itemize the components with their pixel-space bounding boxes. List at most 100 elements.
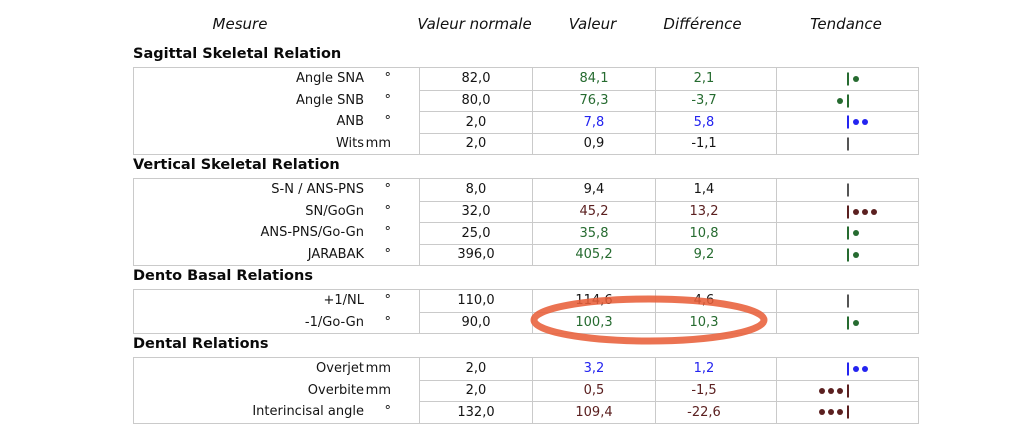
column-header-normal-value: Valeur normale [417,15,532,33]
trend-dots-right [852,251,859,258]
measure-unit: mm [365,382,391,398]
trend-dot [827,409,834,416]
measure-name: Overbite [307,382,364,398]
measurement-row: Angle SNA ° 82,0 84,1 2,1 [134,68,918,90]
trend-indicator [776,132,918,154]
trend-dots-right [852,319,859,326]
measure-unit: mm [365,135,391,151]
measure-name: ANS-PNS/Go-Gn [260,225,364,241]
difference-value: 10,3 [655,311,776,333]
measure-name: Wits [335,135,364,151]
trend-indicator [776,179,918,201]
section-table: Overjet mm 2,0 3,2 1,2 Overbite mm 2,0 0… [133,357,919,424]
measure-unit: ° [384,293,392,309]
measure-name: +1/NL [323,293,364,309]
trend-dots-right [852,208,877,215]
measurement-row: S-N / ANS-PNS ° 8,0 9,4 1,4 [134,179,918,201]
section-table: S-N / ANS-PNS ° 8,0 9,4 1,4 SN/GoGn ° 32… [133,178,919,266]
measured-value: 7,8 [532,111,655,133]
trend-dot [852,230,859,237]
trend-indicator [776,290,918,312]
trend-bar [846,115,849,129]
measured-value: 109,4 [532,401,655,423]
trend-dot [852,365,859,372]
measured-value: 3,2 [532,358,655,380]
normal-value: 110,0 [419,290,532,312]
measured-value: 0,9 [532,132,655,154]
trend-dot [852,119,859,126]
trend-dots-left [818,409,843,416]
measurement-row: SN/GoGn ° 32,0 45,2 13,2 [134,200,918,222]
normal-value: 2,0 [419,132,532,154]
trend-dots-left [818,387,843,394]
measurement-row: JARABAK ° 396,0 405,2 9,2 [134,243,918,265]
trend-dot [836,409,843,416]
trend-dot [861,208,868,215]
column-header-measure: Mesure [212,15,268,33]
measurement-section: Sagittal Skeletal Relation Angle SNA ° 8… [133,47,919,155]
measurement-row: +1/NL ° 110,0 114,6 4,6 [134,290,918,312]
measure-unit: mm [365,361,391,377]
trend-dots-left [836,97,843,104]
measurement-row: ANB ° 2,0 7,8 5,8 [134,111,918,133]
measure-name: Interincisal angle [252,404,364,420]
measurement-row: Angle SNB ° 80,0 76,3 -3,7 [134,89,918,111]
measured-value: 100,3 [532,311,655,333]
difference-value: 10,8 [655,222,776,244]
normal-value: 8,0 [419,179,532,201]
trend-dots-right [852,119,868,126]
trend-dots-right [852,75,859,82]
normal-value: 80,0 [419,89,532,111]
trend-dot [818,409,825,416]
measured-value: 45,2 [532,200,655,222]
trend-bar [846,226,849,240]
trend-bar [846,316,849,330]
measurement-row: ANS-PNS/Go-Gn ° 25,0 35,8 10,8 [134,222,918,244]
measured-value: 405,2 [532,243,655,265]
difference-value: -1,1 [655,132,776,154]
column-header-row: Mesure Valeur normale Valeur Différence … [133,14,919,34]
trend-bar [846,362,849,376]
measure-name: -1/Go-Gn [304,314,364,330]
measured-value: 9,4 [532,179,655,201]
measurement-row: Overbite mm 2,0 0,5 -1,5 [134,379,918,401]
trend-bar [846,137,849,151]
normal-value: 2,0 [419,111,532,133]
trend-dot [852,251,859,258]
trend-dot [852,75,859,82]
measure-name: Overjet [316,361,364,377]
measurement-section: Dento Basal Relations +1/NL ° 110,0 114,… [133,269,919,334]
trend-bar [846,384,849,398]
measure-unit: ° [384,182,392,198]
normal-value: 32,0 [419,200,532,222]
measurement-section: Vertical Skeletal Relation S-N / ANS-PNS… [133,158,919,266]
measure-unit: ° [384,71,392,87]
measured-value: 84,1 [532,68,655,90]
trend-indicator [776,111,918,133]
difference-value: 13,2 [655,200,776,222]
trend-indicator [776,311,918,333]
trend-dot [852,319,859,326]
sections-container: Sagittal Skeletal Relation Angle SNA ° 8… [133,47,919,424]
measurement-row: Overjet mm 2,0 3,2 1,2 [134,358,918,380]
trend-dot [870,208,877,215]
trend-bar [846,183,849,197]
measure-unit: ° [384,225,392,241]
normal-value: 82,0 [419,68,532,90]
measure-name: JARABAK [307,246,364,262]
measurement-row: Wits mm 2,0 0,9 -1,1 [134,132,918,154]
normal-value: 90,0 [419,311,532,333]
normal-value: 2,0 [419,379,532,401]
measure-name: ANB [336,114,364,130]
section-title: Dental Relations [133,336,269,352]
trend-dot [827,387,834,394]
column-header-difference: Différence [663,15,742,33]
difference-value: 1,2 [655,358,776,380]
measure-unit: ° [384,92,392,108]
trend-indicator [776,243,918,265]
difference-value: 1,4 [655,179,776,201]
normal-value: 2,0 [419,358,532,380]
difference-value: -3,7 [655,89,776,111]
section-table: +1/NL ° 110,0 114,6 4,6 -1/Go-Gn ° 90,0 … [133,289,919,334]
